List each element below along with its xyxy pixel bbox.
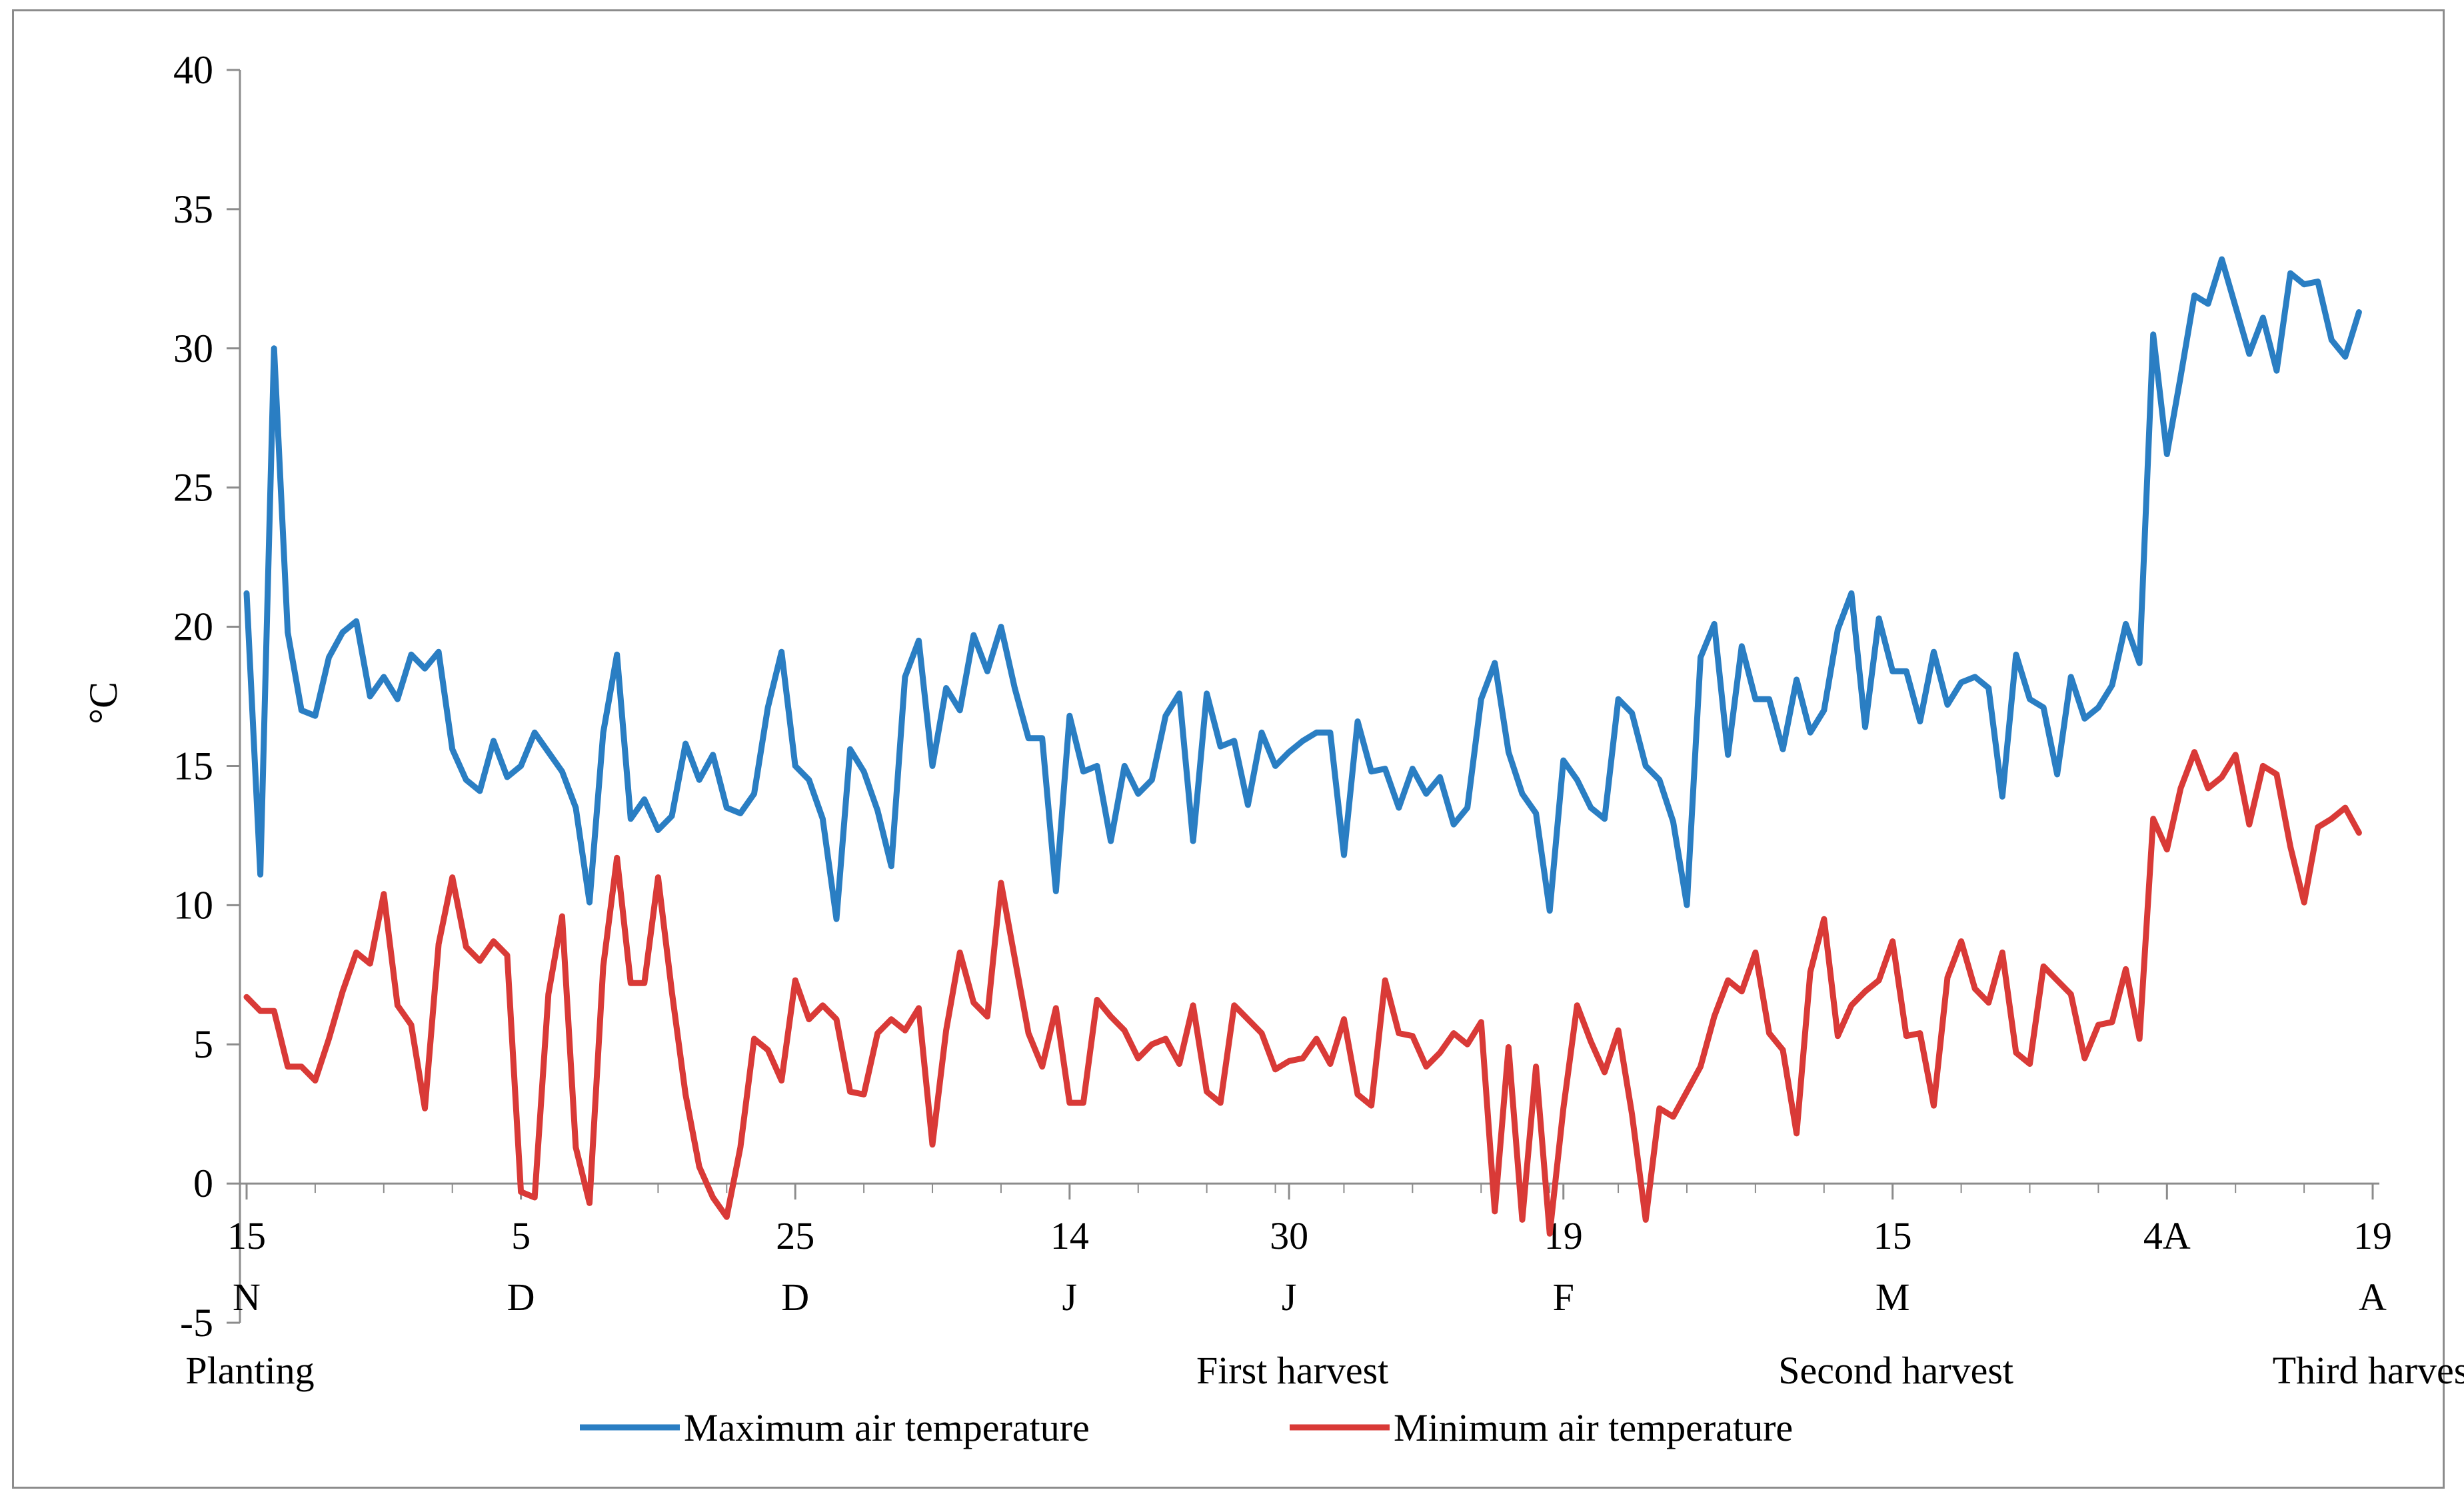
- x-tick-month-label: A: [2359, 1275, 2387, 1319]
- y-tick-label: 25: [173, 466, 213, 510]
- legend-label-min: Minimum air temperature: [1394, 1406, 1793, 1449]
- y-axis-label: °C: [81, 682, 125, 724]
- x-event-label: First harvest: [1196, 1349, 1388, 1392]
- x-tick-day-label: 19: [2353, 1214, 2392, 1257]
- y-tick-label: 15: [173, 744, 213, 788]
- series-layer: [243, 256, 2362, 1237]
- x-tick-month-label: M: [1875, 1275, 1910, 1319]
- y-tick-label: 20: [173, 605, 213, 649]
- y-tick-label: 30: [173, 327, 213, 371]
- x-tick-day-label: 4A: [2143, 1214, 2191, 1257]
- x-tick-day-label: 30: [1270, 1214, 1308, 1257]
- legend-label-max: Maximum air temperature: [684, 1406, 1090, 1449]
- x-tick-day-label: 25: [776, 1214, 814, 1257]
- x-tick-day-label: 15: [227, 1214, 266, 1257]
- y-tick-label: 10: [173, 883, 213, 927]
- x-tick-month-label: J: [1282, 1275, 1297, 1319]
- x-tick-month-label: N: [233, 1275, 261, 1319]
- x-tick-month-label: F: [1553, 1275, 1574, 1319]
- x-tick-month-label: D: [781, 1275, 809, 1319]
- y-tick-label: -5: [180, 1301, 213, 1345]
- y-tick-label: 5: [193, 1022, 213, 1066]
- x-tick-month-label: D: [507, 1275, 535, 1319]
- y-tick-label: 35: [173, 187, 213, 231]
- y-tick-label: 40: [173, 48, 213, 92]
- x-tick-day-label: 5: [511, 1214, 531, 1257]
- series-line: [243, 749, 2362, 1237]
- x-tick-day-label: 14: [1050, 1214, 1089, 1257]
- x-tick-day-label: 15: [1873, 1214, 1912, 1257]
- x-event-label: Second harvest: [1778, 1349, 2013, 1392]
- x-tick-month-label: J: [1062, 1275, 1078, 1319]
- y-axis: -5 0 5 10 15 20 25 30 35 40: [173, 48, 241, 1345]
- x-axis: 15 N Planting 5 D 25 D 14 J 30 J First harvest 19 F 15…: [185, 1182, 2464, 1392]
- x-event-label: Third harvest: [2273, 1349, 2464, 1392]
- y-tick-label: 0: [193, 1161, 213, 1205]
- legend: Maximum air temperature Minimum air temp…: [580, 1406, 1793, 1449]
- series-line: [243, 256, 2362, 922]
- series-min: [243, 749, 2362, 1237]
- x-event-label: Planting: [185, 1349, 314, 1392]
- series-max: [243, 256, 2362, 922]
- chart-frame: [12, 9, 2445, 1489]
